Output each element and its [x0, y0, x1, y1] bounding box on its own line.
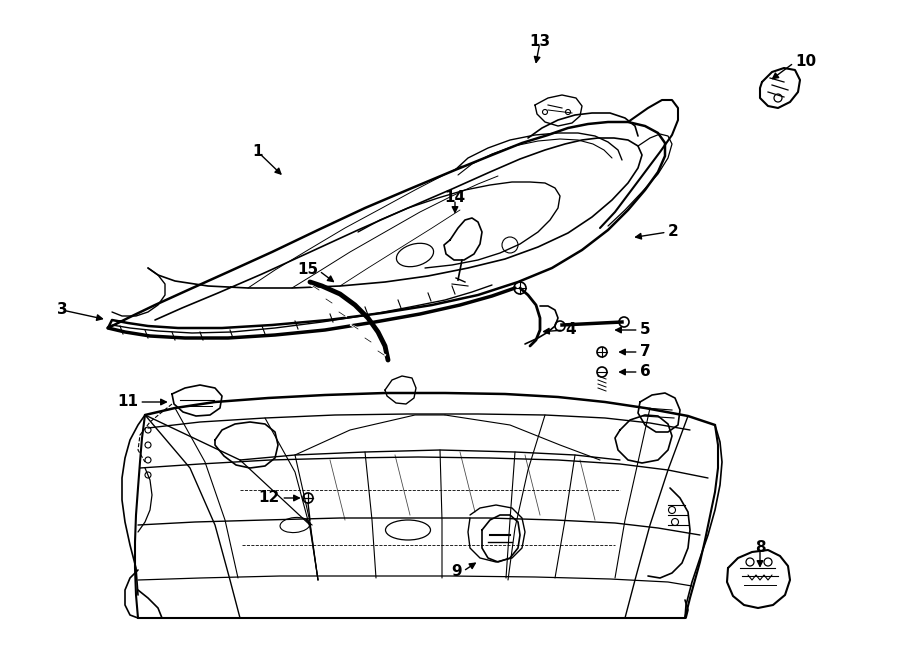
Text: 2: 2 — [668, 225, 679, 239]
Circle shape — [597, 347, 607, 357]
Circle shape — [619, 317, 629, 327]
Text: 15: 15 — [297, 262, 318, 278]
Circle shape — [669, 506, 676, 514]
Text: 14: 14 — [445, 190, 465, 206]
Text: 12: 12 — [259, 490, 280, 506]
Circle shape — [145, 442, 151, 448]
Circle shape — [671, 518, 679, 525]
Text: 4: 4 — [565, 323, 576, 338]
Circle shape — [145, 457, 151, 463]
Text: 5: 5 — [640, 323, 651, 338]
Circle shape — [145, 472, 151, 478]
Circle shape — [303, 493, 313, 503]
Circle shape — [764, 558, 772, 566]
Text: 13: 13 — [529, 34, 551, 50]
Circle shape — [543, 110, 547, 114]
Circle shape — [774, 94, 782, 102]
Circle shape — [746, 558, 754, 566]
Circle shape — [555, 321, 565, 331]
Text: 10: 10 — [795, 54, 816, 69]
Text: 3: 3 — [57, 303, 68, 317]
Text: 11: 11 — [117, 395, 138, 410]
Circle shape — [565, 110, 571, 114]
Circle shape — [597, 367, 607, 377]
Circle shape — [502, 237, 518, 253]
Text: 8: 8 — [755, 541, 765, 555]
Circle shape — [145, 427, 151, 433]
Text: 9: 9 — [452, 564, 462, 580]
Circle shape — [514, 282, 526, 294]
Text: 1: 1 — [253, 145, 263, 159]
Text: 6: 6 — [640, 364, 651, 379]
Text: 7: 7 — [640, 344, 651, 360]
